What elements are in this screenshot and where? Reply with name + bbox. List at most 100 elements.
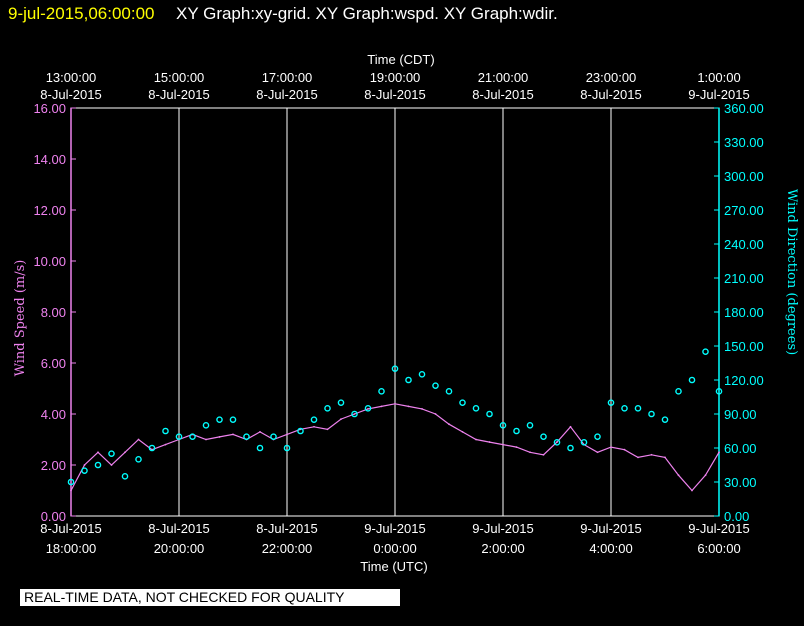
right-tick-label: 270.00	[724, 203, 764, 218]
wind-direction-point	[634, 405, 642, 412]
top-axis-label: Time (CDT)	[367, 52, 434, 67]
wind-speed-point	[556, 441, 558, 443]
top-tick-date: 8-Jul-2015	[364, 87, 425, 102]
wind-direction-series	[67, 348, 723, 486]
bottom-tick-time: 4:00:00	[589, 541, 632, 556]
wind-direction-point	[216, 416, 223, 423]
top-tick-time: 13:00:00	[46, 70, 97, 85]
left-tick-label: 12.00	[33, 203, 66, 218]
wind-speed-point	[610, 446, 612, 449]
wind-speed-point	[515, 446, 518, 449]
left-tick-label: 14.00	[33, 152, 66, 167]
wind-speed-point	[205, 438, 207, 441]
top-tick-date: 8-Jul-2015	[148, 87, 209, 102]
wind-direction-point	[607, 399, 615, 406]
left-tick-label: 2.00	[41, 458, 66, 473]
wind-speed-point	[313, 425, 315, 428]
wind-direction-point	[594, 433, 601, 440]
wind-direction-point	[324, 405, 331, 412]
wind-direction-point	[540, 433, 547, 440]
wind-direction-point	[405, 376, 412, 384]
right-tick-label: 210.00	[724, 271, 764, 286]
wind-speed-point	[124, 451, 126, 454]
top-tick-date: 8-Jul-2015	[256, 87, 317, 102]
wind-direction-point	[364, 405, 372, 412]
bottom-tick-time: 22:00:00	[262, 541, 313, 556]
wind-speed-point	[502, 443, 504, 446]
wind-speed-point	[542, 453, 545, 456]
wind-speed-point	[718, 451, 720, 454]
wind-direction-point	[162, 427, 169, 435]
wind-speed-point	[380, 405, 383, 408]
quality-disclaimer: REAL-TIME DATA, NOT CHECKED FOR QUALITY	[20, 589, 400, 606]
wind-speed-point	[137, 438, 140, 441]
wind-direction-point	[432, 382, 439, 389]
wind-direction-point	[81, 467, 88, 474]
wind-speed-point	[340, 418, 342, 420]
wind-direction-point	[459, 399, 466, 406]
wind-direction-point	[121, 473, 129, 480]
wind-direction-point	[513, 427, 520, 435]
bottom-tick-date: 8-Jul-2015	[148, 521, 209, 536]
wind-direction-point	[243, 433, 250, 440]
wind-direction-point	[135, 456, 142, 463]
left-tick-label: 16.00	[33, 101, 66, 116]
wind-speed-point	[637, 456, 639, 459]
bottom-tick-time: 18:00:00	[46, 541, 97, 556]
wind-speed-point	[623, 448, 626, 451]
wind-direction-point	[702, 348, 709, 355]
left-axis-label: Wind Speed (m/s)	[13, 260, 28, 377]
bottom-tick-time: 0:00:00	[373, 541, 416, 556]
right-tick-label: 90.00	[724, 407, 757, 422]
wind-direction-point	[472, 405, 480, 412]
wind-speed-point	[83, 464, 86, 466]
wind-speed-point	[326, 428, 329, 431]
bottom-tick-date: 9-Jul-2015	[580, 521, 641, 536]
wind-direction-point	[108, 450, 115, 457]
wind-speed-point	[691, 489, 693, 492]
wind-speed-point	[367, 408, 369, 410]
wind-speed-point	[475, 438, 477, 441]
wind-direction-point	[715, 388, 723, 395]
wind-speed-point	[286, 433, 288, 436]
wind-speed-point	[664, 456, 666, 459]
wind-direction-point	[256, 444, 264, 452]
bottom-tick-time: 20:00:00	[154, 541, 205, 556]
chart-graphs-title: XY Graph:xy-grid. XY Graph:wspd. XY Grap…	[176, 4, 558, 23]
wind-direction-point	[580, 439, 588, 446]
wind-direction-point	[445, 388, 453, 395]
wind-direction-point	[337, 399, 345, 406]
right-tick-label: 360.00	[724, 101, 764, 116]
wind-direction-point	[229, 416, 237, 423]
right-axis-ticks: 0.00 30.00 60.00 90.00 120.00 150.00 180.00 210…	[714, 101, 764, 524]
bottom-tick-time: 2:00:00	[481, 541, 524, 556]
bottom-axis-label: Time (UTC)	[360, 559, 427, 574]
top-tick-time: 19:00:00	[370, 70, 421, 85]
wind-speed-point	[70, 489, 72, 492]
bottom-tick-date: 9-Jul-2015	[364, 521, 425, 536]
wind-speed-point	[704, 474, 707, 477]
wind-direction-point	[486, 410, 493, 418]
left-tick-label: 0.00	[41, 509, 66, 524]
wind-direction-point	[567, 444, 574, 452]
right-tick-label: 330.00	[724, 135, 764, 150]
left-tick-label: 8.00	[41, 305, 66, 320]
wind-direction-point	[270, 433, 277, 440]
wind-speed-point	[529, 451, 531, 454]
right-tick-label: 30.00	[724, 475, 757, 490]
top-tick-time: 17:00:00	[262, 70, 313, 85]
left-tick-label: 10.00	[33, 254, 66, 269]
right-tick-label: 150.00	[724, 339, 764, 354]
wind-direction-point	[94, 461, 102, 469]
wind-speed-point	[650, 453, 653, 456]
wind-speed-point	[218, 436, 221, 438]
wind-speed-point	[596, 451, 599, 454]
left-tick-label: 6.00	[41, 356, 66, 371]
wind-speed-point	[259, 430, 261, 433]
top-tick-time: 23:00:00	[586, 70, 637, 85]
wind-speed-point	[407, 405, 410, 408]
wind-speed-point	[353, 413, 356, 415]
bottom-tick-date: 9-Jul-2015	[688, 521, 749, 536]
wind-speed-point	[394, 402, 396, 405]
wind-speed-point	[461, 430, 464, 433]
